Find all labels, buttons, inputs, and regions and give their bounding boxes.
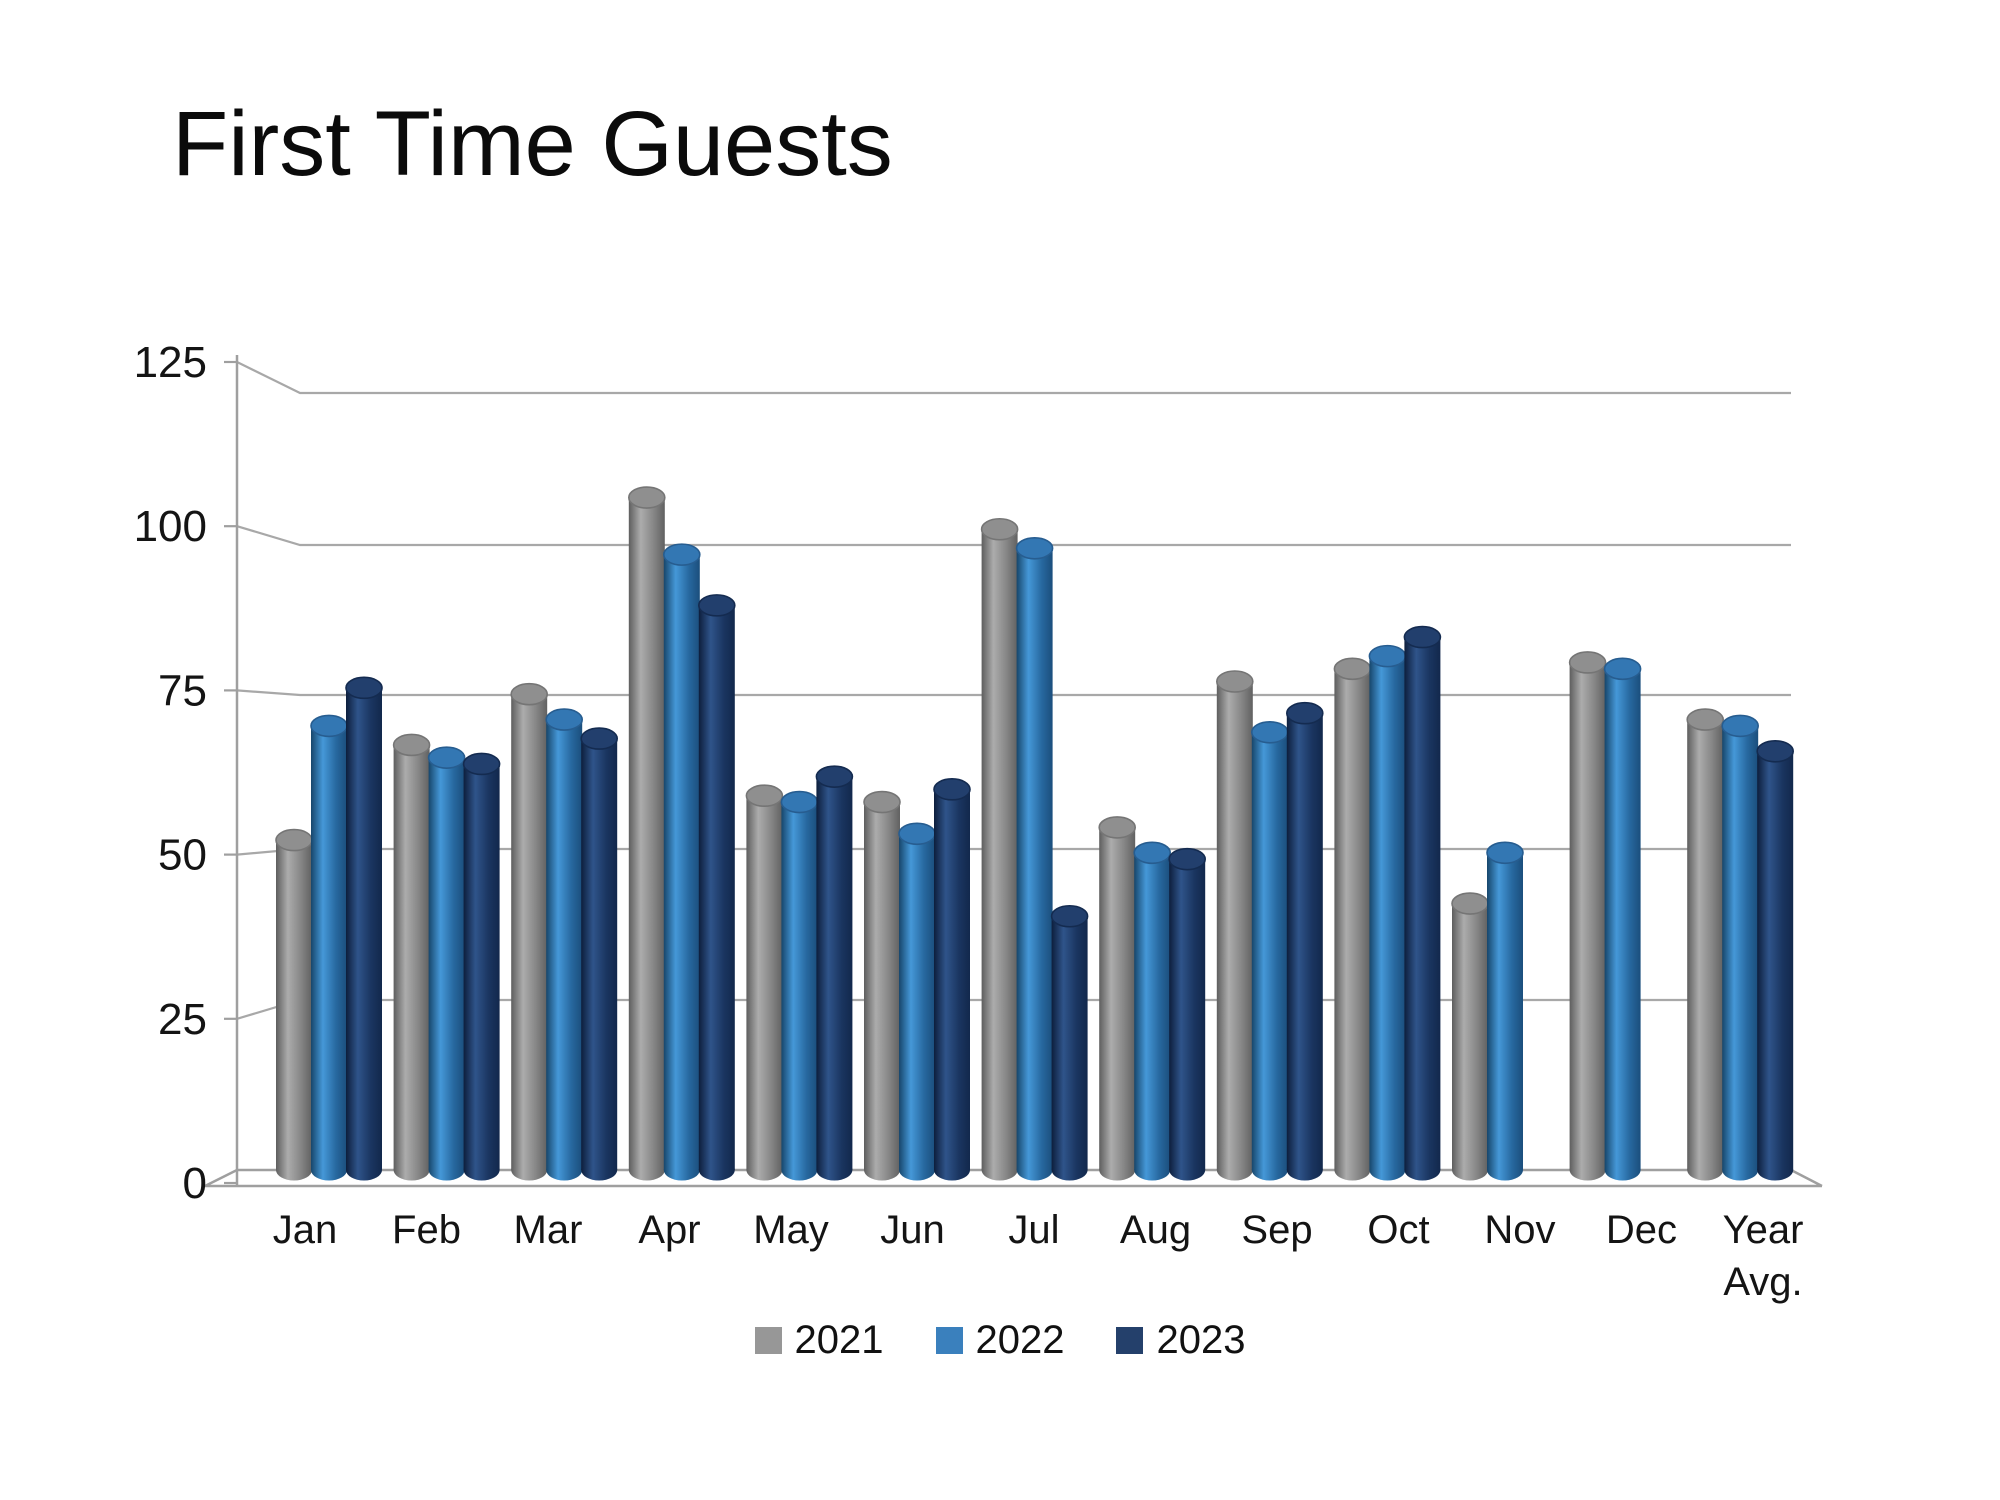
y-axis-label-125: 125 [134, 338, 207, 387]
y-axis-label-25: 25 [158, 995, 207, 1044]
x-axis-label-YearAvg: Year [1723, 1208, 1804, 1252]
bar-2022-May [780, 790, 819, 1181]
bar-2021-Jul [980, 517, 1019, 1181]
legend-item-2022: 2022 [935, 1318, 1065, 1363]
bar-2022-Apr [662, 543, 701, 1181]
bar-2021-Jan [275, 828, 313, 1181]
x-axis-label-Jul: Jul [1008, 1208, 1059, 1252]
bar-2023-Mar [580, 727, 619, 1181]
x-axis-label-Nov: Nov [1484, 1208, 1555, 1252]
legend-swatch-2021 [754, 1327, 782, 1354]
bar-2021-May [745, 784, 784, 1181]
bar-2023-Aug [1168, 847, 1206, 1181]
bar-2022-Sep [1251, 720, 1289, 1181]
axis-frame [204, 355, 1823, 1188]
bar-2022-Jan [310, 714, 348, 1181]
bar-2023-May [815, 765, 854, 1181]
y-axis-label-100: 100 [134, 502, 207, 551]
legend-swatch-2023 [1116, 1327, 1144, 1354]
x-axis-labels: Jan Feb Mar Apr May Jun Jul Aug Sep Oct Nov Dec Year… [273, 1208, 1804, 1304]
bars [275, 486, 1794, 1181]
bar-2023-Jan [345, 676, 383, 1181]
bar-2021-Apr [627, 486, 666, 1181]
x-axis-label-Oct: Oct [1367, 1208, 1429, 1252]
bar-2023-Jun [933, 778, 971, 1181]
bar-2021-Sep [1216, 670, 1254, 1181]
bar-2021-Jun [863, 790, 901, 1181]
x-axis-label-Sep: Sep [1241, 1208, 1312, 1252]
bar-2022-Aug [1133, 841, 1171, 1181]
bar-2021-Nov [1451, 892, 1489, 1181]
bar-2022-Jul [1015, 536, 1054, 1181]
chart-legend: 2021 2022 2023 [0, 1318, 2000, 1363]
bar-2021-Aug [1098, 816, 1136, 1181]
y-axis-label-75: 75 [158, 666, 207, 715]
gridline-100 [236, 525, 1791, 547]
floor [204, 1168, 1823, 1188]
x-axis-label-May: May [753, 1208, 829, 1252]
bar-2023-Jul [1050, 904, 1089, 1181]
bar-2021-Feb [392, 733, 431, 1181]
bar-2023-YearAvg [1756, 739, 1794, 1181]
y-axis-labels: 0 25 50 75 100 125 [134, 338, 207, 1208]
bar-2022-YearAvg [1721, 714, 1759, 1181]
bar-2023-Feb [462, 752, 501, 1181]
legend-label-2021: 2021 [794, 1318, 884, 1362]
bar-2023-Oct [1403, 625, 1442, 1181]
legend-label-2022: 2022 [975, 1318, 1065, 1362]
x-axis-label-Mar: Mar [514, 1208, 583, 1252]
gridline-125 [236, 361, 1791, 395]
gridline-75 [236, 689, 1791, 697]
bar-2022-Jun [898, 822, 936, 1181]
legend-swatch-2022 [935, 1327, 963, 1354]
bar-2021-Oct [1333, 657, 1372, 1181]
bar-2021-Mar [510, 682, 549, 1181]
x-axis-label-Jan: Jan [273, 1208, 338, 1252]
x-axis-label-Apr: Apr [638, 1208, 700, 1252]
bar-2021-Dec [1568, 651, 1607, 1181]
bar-2021-YearAvg [1686, 708, 1724, 1181]
chart-title: First Time Guests [172, 93, 893, 195]
y-axis-label-0: 0 [183, 1159, 207, 1208]
legend-label-2023: 2023 [1156, 1318, 1246, 1362]
y-axis-label-50: 50 [158, 831, 207, 880]
x-axis-label-Aug: Aug [1120, 1208, 1191, 1252]
x-axis-label-YearAvg: Avg. [1723, 1260, 1802, 1304]
legend-item-2021: 2021 [754, 1318, 884, 1363]
bar-2022-Dec [1603, 657, 1642, 1181]
legend-item-2023: 2023 [1116, 1318, 1245, 1363]
bar-2022-Oct [1368, 644, 1407, 1181]
bar-2023-Apr [697, 594, 736, 1181]
bar-2023-Sep [1286, 701, 1324, 1181]
bar-2022-Feb [427, 746, 466, 1181]
bar-2022-Nov [1486, 841, 1524, 1181]
x-axis-label-Dec: Dec [1606, 1208, 1677, 1252]
bar-2022-Mar [545, 708, 584, 1181]
x-axis-label-Jun: Jun [880, 1208, 945, 1252]
x-axis-label-Feb: Feb [392, 1208, 461, 1252]
